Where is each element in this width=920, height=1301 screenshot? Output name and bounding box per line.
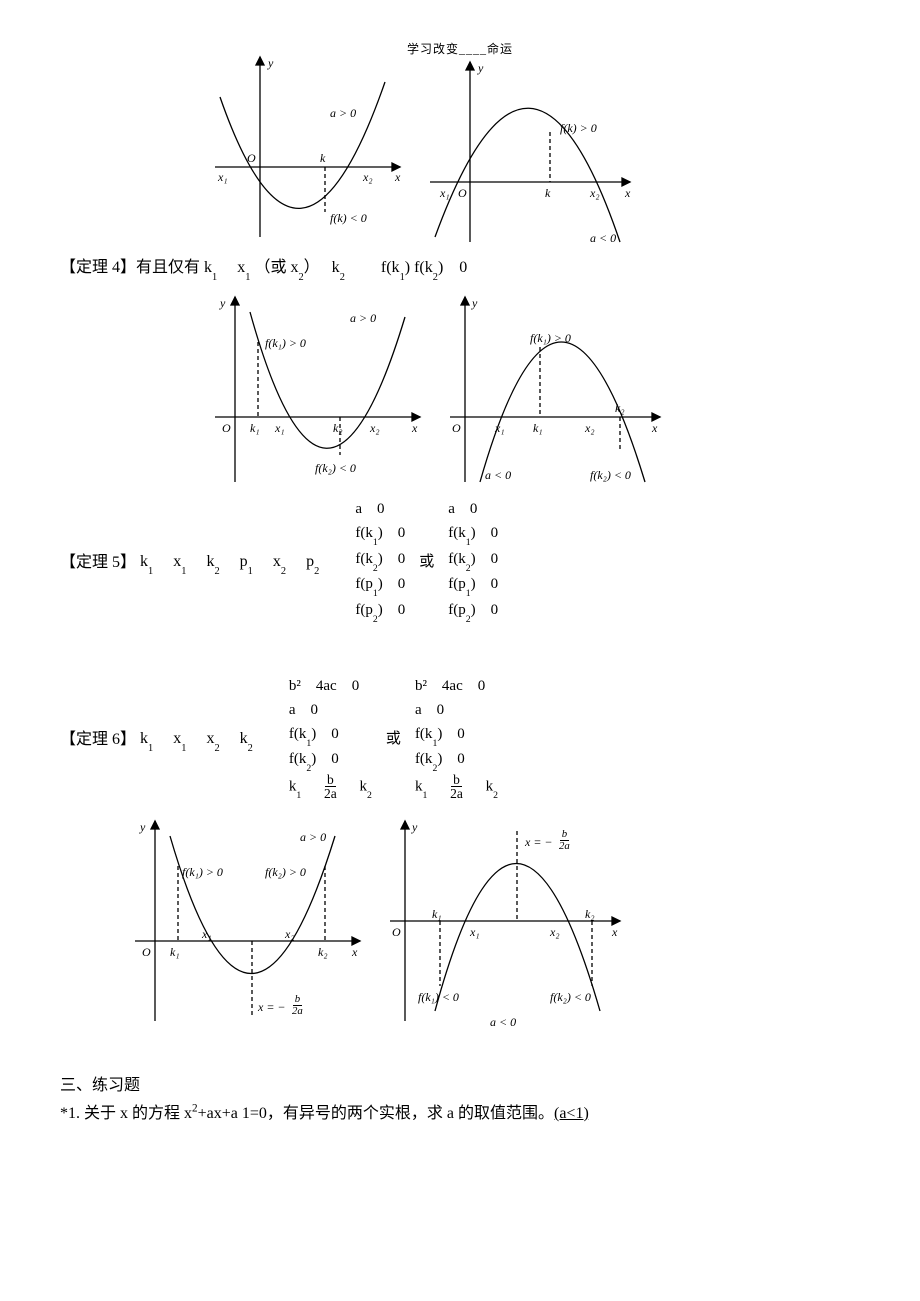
graph-a-pos-roots-straddle-k: y x O a > 0 x₁ x₂ k f(k) < 0: [200, 47, 410, 247]
svg-text:x = −: x = −: [257, 1000, 286, 1014]
svg-text:y: y: [219, 296, 226, 310]
svg-text:k₁: k₁: [533, 421, 543, 435]
graph-a-neg-roots-straddle-k: y x O a < 0 x₁ x₂ k f(k) > 0: [420, 47, 640, 247]
svg-text:k₂: k₂: [333, 421, 343, 435]
theorem6-cond-left: b² 4ac 0 a 0 f(k1) 0 f(k2) 0 k1 b2a k2: [289, 674, 372, 801]
graph-t4-a-pos: y x O a > 0 x₁ x₂ k₁ k₂ f(k₁) > 0 f(k₂) …: [200, 287, 430, 487]
theorem6-cond-right: b² 4ac 0 a 0 f(k1) 0 f(k2) 0 k1 b2a k2: [415, 674, 498, 801]
svg-text:f(k₁) > 0: f(k₁) > 0: [265, 336, 306, 350]
graph-t6-a-pos: y x O a > 0 x₁ x₂ k₁ k₂ f(k₁) > 0 f(k₂) …: [120, 811, 370, 1031]
svg-text:f(k₂) < 0: f(k₂) < 0: [550, 990, 591, 1004]
svg-text:k₁: k₁: [432, 907, 442, 921]
svg-text:x₁: x₁: [274, 421, 285, 435]
svg-text:x₁: x₁: [494, 421, 505, 435]
svg-text:x₂: x₂: [369, 421, 380, 435]
svg-text:O: O: [247, 151, 256, 165]
graph-t6-a-neg: y x O a < 0 x₁ x₂ k₁ k₂ f(k₁) < 0 f(k₂) …: [380, 811, 630, 1031]
svg-text:f(k₂) > 0: f(k₂) > 0: [265, 865, 306, 879]
svg-text:a > 0: a > 0: [330, 106, 356, 120]
svg-text:a < 0: a < 0: [490, 1015, 516, 1029]
svg-text:x₂: x₂: [549, 925, 560, 939]
svg-text:k: k: [545, 186, 551, 200]
theorem3-graphs: y x O a > 0 x₁ x₂ k f(k) < 0 y x O a < 0…: [200, 47, 860, 247]
exercises-heading: 三、练习题: [60, 1071, 860, 1095]
theorem5-expr: k1 x1 k2 p1 x2 p2: [140, 547, 335, 573]
theorem4-label: 【定理 4】: [60, 253, 136, 277]
svg-text:x: x: [411, 421, 418, 435]
svg-text:y: y: [139, 820, 146, 834]
graph-t4-a-neg: y x O a < 0 x₁ x₂ k₁ k₂ f(k₁) > 0 f(k₂) …: [440, 287, 670, 487]
theorem5-or: 或: [419, 550, 434, 571]
svg-text:x: x: [611, 925, 618, 939]
svg-text:x: x: [624, 186, 631, 200]
svg-text:y: y: [471, 296, 478, 310]
svg-text:k₂: k₂: [318, 945, 328, 959]
svg-text:f(k₁) > 0: f(k₁) > 0: [182, 865, 223, 879]
theorem6-or: 或: [386, 727, 401, 748]
svg-text:k: k: [320, 151, 326, 165]
svg-text:x: x: [651, 421, 658, 435]
svg-text:a > 0: a > 0: [300, 830, 326, 844]
theorem4-prefix: 有且仅有: [136, 253, 200, 277]
svg-text:x₂: x₂: [584, 421, 595, 435]
svg-text:x₂: x₂: [362, 170, 373, 184]
svg-text:k₂: k₂: [615, 401, 625, 415]
theorem5-cond-right: a 0 f(k1) 0 f(k2) 0 f(p1) 0 f(p2) 0: [448, 497, 498, 623]
svg-text:a < 0: a < 0: [590, 231, 616, 245]
theorem5-label: 【定理 5】: [60, 548, 136, 572]
svg-text:x₁: x₁: [469, 925, 480, 939]
svg-text:O: O: [452, 421, 461, 435]
svg-text:O: O: [392, 925, 401, 939]
theorem6-expr: k1 x1 x2 k2: [140, 724, 269, 750]
svg-text:f(k₂) < 0: f(k₂) < 0: [315, 461, 356, 475]
svg-text:x: x: [351, 945, 358, 959]
svg-text:f(k₁) > 0: f(k₁) > 0: [530, 331, 571, 345]
theorem4-expr: k1 x1 （或 x2） k2 f(k1) f(k2) 0: [204, 253, 467, 279]
svg-text:x₂: x₂: [284, 927, 295, 941]
svg-text:y: y: [477, 61, 484, 75]
svg-text:f(k₁) < 0: f(k₁) < 0: [418, 990, 459, 1004]
svg-text:x: x: [394, 170, 401, 184]
svg-text:x₁: x₁: [201, 927, 212, 941]
svg-text:x₂: x₂: [589, 186, 600, 200]
svg-text:x₁: x₁: [217, 170, 228, 184]
theorem4-row: 【定理 4】 有且仅有 k1 x1 （或 x2） k2 f(k1) f(k2) …: [60, 253, 860, 279]
svg-text:f(k) > 0: f(k) > 0: [560, 121, 597, 135]
svg-text:O: O: [222, 421, 231, 435]
svg-text:a > 0: a > 0: [350, 311, 376, 325]
theorem5-row: 【定理 5】 k1 x1 k2 p1 x2 p2 a 0 f(k1) 0 f(k…: [60, 497, 860, 623]
svg-text:O: O: [142, 945, 151, 959]
theorem5-conditions: a 0 f(k1) 0 f(k2) 0 f(p1) 0 f(p2) 0 或 a …: [355, 497, 498, 623]
svg-text:k₂: k₂: [585, 907, 595, 921]
svg-text:y: y: [267, 56, 274, 70]
theorem4-graphs: y x O a > 0 x₁ x₂ k₁ k₂ f(k₁) > 0 f(k₂) …: [200, 287, 860, 487]
exercise-1: *1. 关于 x 的方程 x2+ax+a 1=0，有异号的两个实根，求 a 的取…: [60, 1099, 860, 1123]
svg-text:x₁: x₁: [439, 186, 450, 200]
theorem6-row: 【定理 6】 k1 x1 x2 k2 b² 4ac 0 a 0 f(k1) 0 …: [60, 674, 860, 801]
svg-text:a < 0: a < 0: [485, 468, 511, 482]
svg-text:f(k) < 0: f(k) < 0: [330, 211, 367, 225]
theorem6-conditions: b² 4ac 0 a 0 f(k1) 0 f(k2) 0 k1 b2a k2 或…: [289, 674, 498, 801]
svg-text:f(k₂) < 0: f(k₂) < 0: [590, 468, 631, 482]
exercise-1-answer: (a<1): [554, 1105, 589, 1122]
svg-text:x = −: x = −: [524, 835, 553, 849]
svg-text:k₁: k₁: [170, 945, 180, 959]
svg-text:y: y: [411, 820, 418, 834]
theorem5-cond-left: a 0 f(k1) 0 f(k2) 0 f(p1) 0 f(p2) 0: [355, 497, 405, 623]
theorem6-graphs: y x O a > 0 x₁ x₂ k₁ k₂ f(k₁) > 0 f(k₂) …: [120, 811, 860, 1031]
theorem6-label: 【定理 6】: [60, 725, 136, 749]
svg-text:O: O: [458, 186, 467, 200]
svg-text:k₁: k₁: [250, 421, 260, 435]
